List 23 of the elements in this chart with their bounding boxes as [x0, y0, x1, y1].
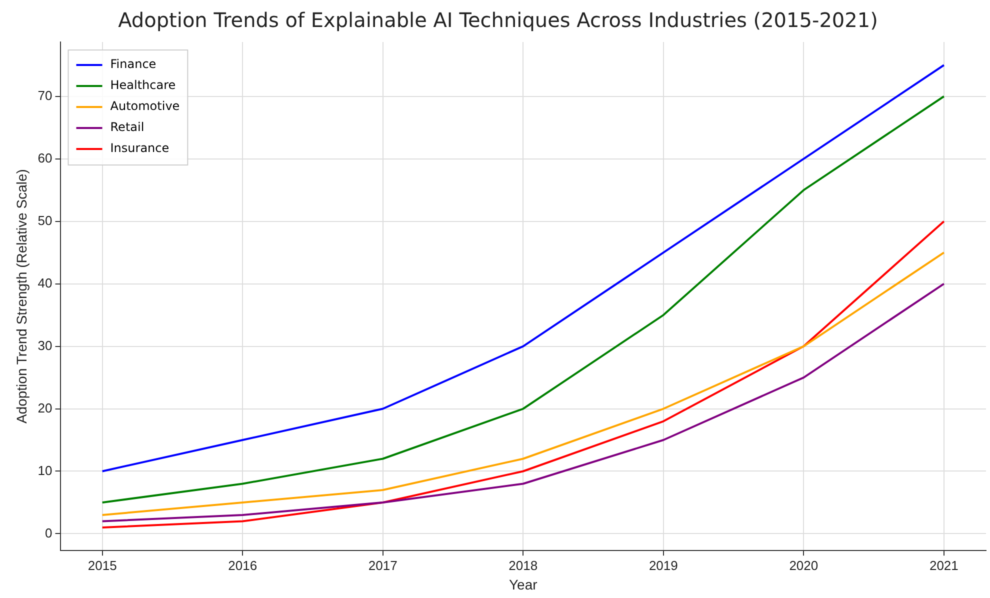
chart-title: Adoption Trends of Explainable AI Techniques Across Industries (2015-2021)	[118, 8, 878, 32]
x-tick-label: 2020	[789, 558, 818, 573]
x-tick-label: 2016	[228, 558, 258, 573]
y-tick-label: 20	[38, 400, 52, 416]
legend-label: Insurance	[110, 141, 170, 156]
y-tick-label: 30	[38, 338, 52, 353]
x-tick-label: 2018	[508, 558, 538, 573]
x-tick-label: 2021	[929, 558, 958, 573]
y-tick-label: 10	[38, 462, 52, 478]
x-axis-title: Year	[508, 576, 538, 592]
y-tick-label: 60	[38, 150, 52, 166]
y-tick-label: 70	[38, 88, 52, 103]
y-axis-title: Adoption Trend Strength (Relative Scale)	[13, 169, 30, 424]
x-tick-label: 2017	[368, 558, 398, 573]
legend-label: Healthcare	[110, 78, 176, 92]
y-tick-label: 50	[38, 212, 52, 228]
legend-label: Finance	[110, 57, 156, 72]
x-tick-label: 2019	[648, 558, 678, 573]
y-tick-label: 40	[38, 275, 52, 290]
y-tick-label: 0	[45, 525, 52, 540]
x-tick-label: 2015	[88, 558, 117, 573]
legend-label: Automotive	[110, 99, 180, 114]
legend-label: Retail	[110, 120, 144, 134]
